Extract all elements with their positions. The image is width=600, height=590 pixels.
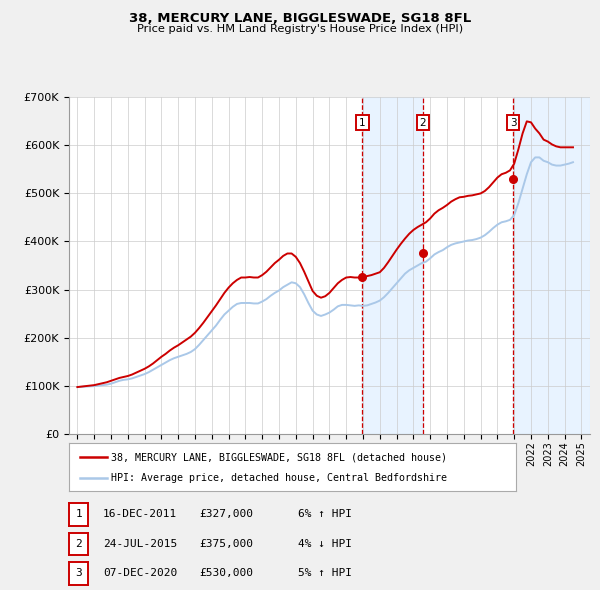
Bar bbox=[513, 97, 590, 434]
Text: 4% ↓ HPI: 4% ↓ HPI bbox=[298, 539, 352, 549]
Text: £327,000: £327,000 bbox=[199, 510, 253, 519]
Text: 2: 2 bbox=[419, 117, 426, 127]
Text: 2: 2 bbox=[75, 539, 82, 549]
Text: 38, MERCURY LANE, BIGGLESWADE, SG18 8FL (detached house): 38, MERCURY LANE, BIGGLESWADE, SG18 8FL … bbox=[112, 452, 448, 462]
Text: 07-DEC-2020: 07-DEC-2020 bbox=[103, 569, 178, 578]
Bar bbox=[362, 97, 423, 434]
Text: £375,000: £375,000 bbox=[199, 539, 253, 549]
Text: 6% ↑ HPI: 6% ↑ HPI bbox=[298, 510, 352, 519]
Text: 1: 1 bbox=[359, 117, 365, 127]
Text: 24-JUL-2015: 24-JUL-2015 bbox=[103, 539, 178, 549]
Text: £530,000: £530,000 bbox=[199, 569, 253, 578]
Text: 5% ↑ HPI: 5% ↑ HPI bbox=[298, 569, 352, 578]
Text: 16-DEC-2011: 16-DEC-2011 bbox=[103, 510, 178, 519]
Text: 3: 3 bbox=[75, 569, 82, 578]
Text: 38, MERCURY LANE, BIGGLESWADE, SG18 8FL: 38, MERCURY LANE, BIGGLESWADE, SG18 8FL bbox=[129, 12, 471, 25]
Text: HPI: Average price, detached house, Central Bedfordshire: HPI: Average price, detached house, Cent… bbox=[112, 473, 448, 483]
Text: 3: 3 bbox=[510, 117, 517, 127]
Text: 1: 1 bbox=[75, 510, 82, 519]
Text: Price paid vs. HM Land Registry's House Price Index (HPI): Price paid vs. HM Land Registry's House … bbox=[137, 24, 463, 34]
